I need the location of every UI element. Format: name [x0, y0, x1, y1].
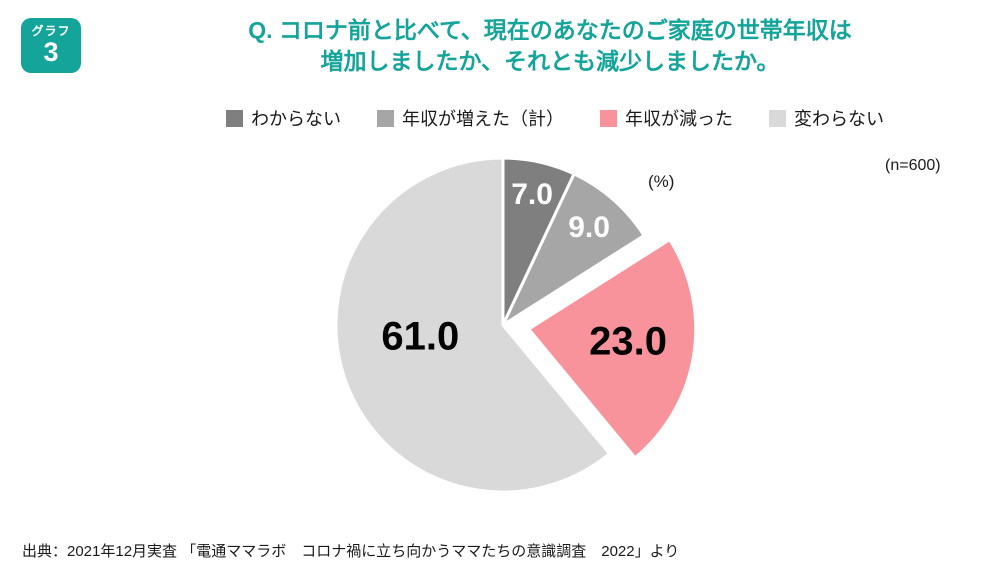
legend-item-hetta: 年収が減った: [600, 105, 733, 131]
pie-value-label: 61.0: [381, 314, 459, 358]
chart-legend: わからない 年収が増えた（計） 年収が減った 変わらない: [110, 105, 1000, 131]
pie-slice-1: [501, 172, 646, 327]
title-line-2: 増加しましたか、それとも減少しましたか。: [320, 48, 780, 74]
legend-item-fueta: 年収が増えた（計）: [377, 105, 564, 131]
sample-size-label: (n=600): [885, 157, 941, 174]
legend-label: 年収が減った: [625, 109, 733, 129]
legend-swatch-icon: [769, 109, 786, 127]
legend-label: 年収が増えた（計）: [402, 109, 564, 129]
unit-label: (%): [648, 172, 675, 191]
legend-swatch-icon: [377, 109, 394, 127]
pie-slice-3: [334, 156, 611, 494]
source-note: 出典：2021年12月実査 「電通ママラボ コロナ禍に立ち向かうママたちの意識調…: [22, 543, 680, 560]
pie-value-label: 9.0: [568, 211, 610, 244]
legend-swatch-icon: [600, 109, 617, 127]
pie-slice-2: [527, 238, 698, 460]
pie-value-label: 23.0: [589, 319, 667, 363]
badge-number: 3: [43, 36, 59, 67]
title-line-1: Q. コロナ前と比べて、現在のあなたのご家庭の世帯年収は: [248, 17, 852, 43]
pie-slices-group: [334, 156, 698, 494]
legend-swatch-icon: [226, 109, 243, 127]
legend-label: わからない: [251, 109, 341, 129]
page-title: Q. コロナ前と比べて、現在のあなたのご家庭の世帯年収は 増加しましたか、それと…: [110, 15, 990, 77]
graph-number-badge: グラフ 3: [21, 18, 81, 73]
legend-item-wakaranai: わからない: [226, 105, 341, 131]
legend-item-kawaranai: 変わらない: [769, 105, 884, 131]
pie-chart: 7.0 9.0 23.0 61.0: [334, 156, 698, 494]
pie-labels-group: 7.0 9.0 23.0 61.0: [381, 178, 667, 363]
pie-value-label: 7.0: [511, 178, 553, 211]
legend-label: 変わらない: [794, 109, 884, 129]
badge-label: グラフ: [31, 24, 71, 39]
